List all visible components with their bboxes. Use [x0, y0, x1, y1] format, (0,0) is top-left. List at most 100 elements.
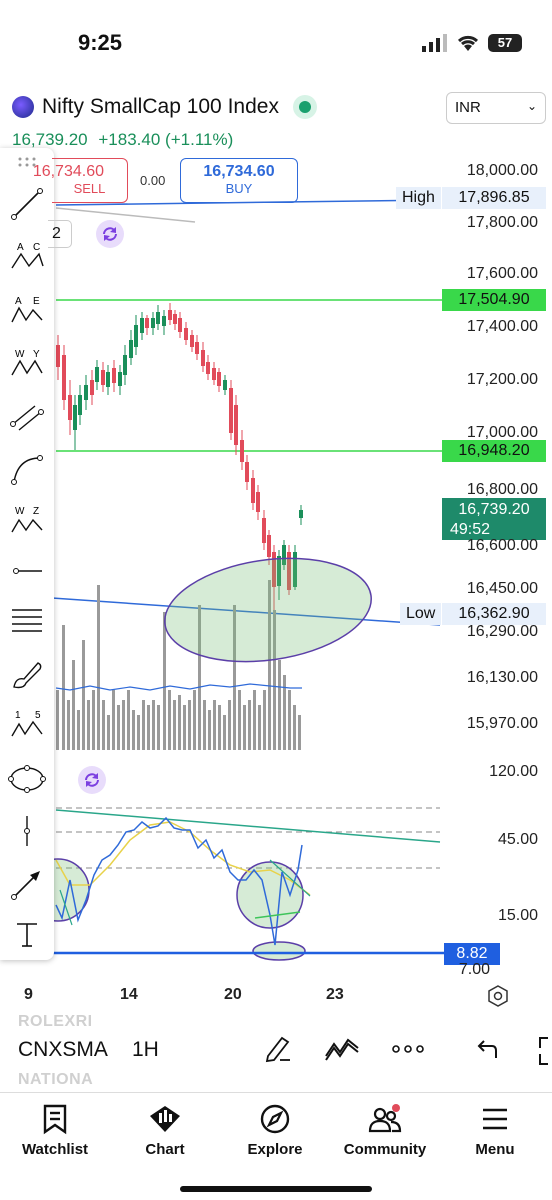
market-open-icon: [292, 95, 317, 119]
osc-tick: 45.00: [497, 831, 538, 848]
price-change-pct: (+1.11%): [165, 130, 234, 149]
tab-menu[interactable]: Menu: [440, 1093, 550, 1158]
price-tick: 17,000.00: [466, 424, 538, 441]
compass-icon: [220, 1099, 330, 1139]
curve-icon[interactable]: [6, 448, 48, 490]
osc-tick: 15.00: [497, 907, 538, 924]
battery-icon: 57: [488, 34, 522, 52]
tab-community[interactable]: Community: [330, 1093, 440, 1158]
osc-tick: 120.00: [489, 763, 538, 780]
tab-explore[interactable]: Explore: [220, 1093, 330, 1158]
current-price-value: 16,739.20: [458, 501, 530, 518]
svg-text:E: E: [33, 296, 40, 307]
index-logo-icon: [12, 96, 34, 118]
osc-mark-down: [269, 859, 311, 897]
fullscreen-icon[interactable]: [536, 1036, 552, 1071]
brush-icon[interactable]: [6, 653, 48, 695]
price-tick: 17,200.00: [466, 371, 538, 388]
timeframe-selector[interactable]: 1H: [132, 1038, 159, 1061]
svg-text:1: 1: [15, 710, 21, 721]
drag-handle-icon[interactable]: [6, 150, 48, 174]
osc-trend-line: [55, 809, 441, 843]
menu-icon: [440, 1099, 550, 1139]
tab-label: Explore: [247, 1141, 303, 1158]
ticker-selector[interactable]: CNXSMA: [18, 1038, 108, 1061]
bar-countdown: 49:52: [450, 521, 491, 538]
drawing-pen-icon[interactable]: [262, 1032, 294, 1069]
osc-ellipse-bottom[interactable]: [252, 941, 306, 961]
horizontal-line-icon[interactable]: [6, 550, 48, 592]
currency-value: INR: [455, 99, 481, 116]
status-icons: 57: [422, 34, 522, 52]
low-value: 16,362.90: [442, 603, 546, 625]
svg-text:W: W: [15, 506, 25, 517]
date-tick: 9: [24, 986, 33, 1003]
parallel-channel-icon[interactable]: [6, 396, 48, 438]
price-tick: 16,600.00: [466, 537, 538, 554]
indicators-icon[interactable]: [324, 1034, 360, 1067]
volume-ma-line: [55, 683, 302, 691]
price-tick: 18,000.00: [466, 162, 538, 179]
interval-chip[interactable]: 2: [48, 220, 72, 248]
watchlist-icon: [0, 1099, 110, 1139]
text-tool-icon[interactable]: [6, 914, 48, 956]
arrow-icon[interactable]: [6, 863, 48, 905]
tab-label: Menu: [475, 1141, 515, 1158]
tab-label: Chart: [145, 1141, 185, 1158]
price-tick: 17,600.00: [466, 265, 538, 282]
osc-current-value: 8.82: [444, 943, 500, 965]
chart-settings-icon[interactable]: [486, 984, 510, 1013]
price-tick: 16,130.00: [466, 669, 538, 686]
community-icon: [330, 1099, 440, 1139]
buy-button[interactable]: 16,734.60 BUY: [180, 158, 298, 203]
svg-text:5: 5: [35, 710, 41, 721]
svg-text:Y: Y: [33, 349, 40, 360]
osc-tick: 7.00: [458, 961, 490, 978]
osc-mark-right: [254, 911, 301, 919]
ellipse-icon[interactable]: [6, 758, 48, 800]
quote-row: 16,739.20 +183.40 (+1.11%): [12, 130, 233, 150]
wifi-icon: [457, 35, 479, 51]
volume-bars: [56, 580, 301, 750]
price-tick: 16,800.00: [466, 481, 538, 498]
price-tick: 17,800.00: [466, 214, 538, 231]
chart-icon: [110, 1099, 220, 1139]
tab-label: Community: [343, 1141, 427, 1158]
tab-chart[interactable]: Chart: [110, 1093, 220, 1158]
sell-button[interactable]: 16,734.60 SELL: [34, 158, 128, 203]
symbol-name[interactable]: Nifty SmallCap 100 Index: [42, 95, 279, 118]
tab-watchlist[interactable]: Watchlist: [0, 1093, 110, 1158]
tab-label: Watchlist: [21, 1141, 89, 1158]
undo-icon[interactable]: [474, 1038, 498, 1067]
refresh-icon[interactable]: [96, 220, 124, 248]
candlesticks: [56, 303, 303, 610]
date-tick: 20: [224, 986, 242, 1003]
ellipse-drawing[interactable]: [158, 546, 378, 674]
price-tick: 16,290.00: [466, 623, 538, 640]
sell-label: SELL: [73, 181, 106, 196]
more-icon[interactable]: [392, 1042, 424, 1060]
oscillator-refresh-icon[interactable]: [78, 766, 106, 794]
trend-line-icon[interactable]: [6, 183, 48, 225]
low-trend-line: [51, 597, 441, 626]
spread-value: 0.00: [140, 173, 166, 188]
high-label: High: [396, 187, 441, 209]
svg-text:Z: Z: [33, 506, 39, 517]
price-chart[interactable]: [0, 150, 552, 990]
symbol-header[interactable]: Nifty SmallCap 100 Index: [12, 95, 317, 119]
date-tick: 14: [120, 986, 138, 1003]
status-time: 9:25: [78, 30, 123, 55]
current-price-tag: 16,739.20 49:52: [442, 498, 546, 540]
fib-levels-icon[interactable]: [6, 600, 48, 642]
vertical-line-icon[interactable]: [6, 810, 48, 852]
osc-mark-left: [59, 889, 73, 926]
buy-label: BUY: [225, 181, 253, 196]
currency-select[interactable]: INR ⌄: [446, 92, 546, 124]
trend-line-grey: [55, 207, 196, 223]
ghost-symbol-bottom: NATIONA: [18, 1071, 94, 1088]
